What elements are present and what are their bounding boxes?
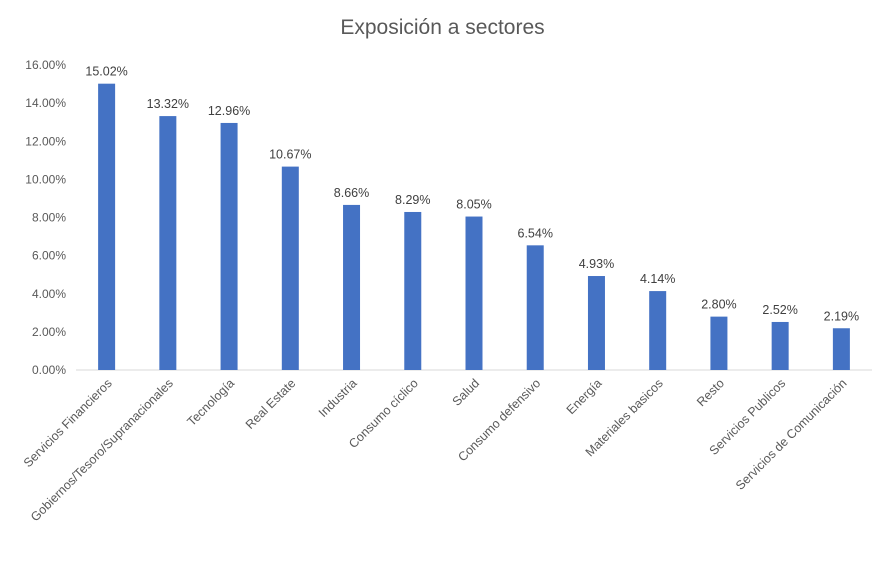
data-label: 8.66% bbox=[334, 186, 369, 200]
x-tick-label: Resto bbox=[694, 376, 727, 409]
data-label: 13.32% bbox=[147, 97, 189, 111]
x-tick-label: Tecnología bbox=[185, 376, 238, 429]
bar bbox=[587, 276, 605, 370]
bar bbox=[98, 83, 116, 371]
x-tick-label: Servicios de Comunicación bbox=[733, 376, 850, 493]
bar bbox=[710, 316, 728, 370]
y-tick-label: 2.00% bbox=[32, 325, 66, 339]
bar bbox=[220, 122, 238, 370]
y-tick-label: 14.00% bbox=[25, 96, 66, 110]
y-tick-label: 12.00% bbox=[25, 134, 66, 148]
bar bbox=[404, 211, 422, 370]
bar bbox=[281, 166, 299, 370]
bar bbox=[526, 245, 544, 370]
x-tick-label: Industria bbox=[316, 376, 360, 420]
x-tick-label: Real Estate bbox=[243, 376, 299, 432]
chart-title: Exposición a sectores bbox=[340, 16, 545, 39]
data-label: 2.80% bbox=[701, 298, 736, 312]
x-tick-label: Energía bbox=[564, 376, 605, 417]
x-tick-label: Salud bbox=[450, 376, 483, 409]
data-label: 6.54% bbox=[518, 226, 553, 240]
y-tick-label: 16.00% bbox=[25, 58, 66, 72]
data-label: 10.67% bbox=[269, 148, 311, 162]
y-tick-label: 10.00% bbox=[25, 172, 66, 186]
data-label: 2.19% bbox=[824, 309, 859, 323]
bar bbox=[159, 116, 177, 371]
data-label: 15.02% bbox=[85, 65, 127, 79]
data-label: 8.29% bbox=[395, 193, 430, 207]
data-label: 4.93% bbox=[579, 257, 614, 271]
bar bbox=[649, 291, 667, 370]
data-label: 2.52% bbox=[762, 303, 797, 317]
data-label: 8.05% bbox=[456, 198, 491, 212]
y-tick-label: 8.00% bbox=[32, 211, 66, 225]
bar bbox=[343, 204, 361, 370]
data-label: 12.96% bbox=[208, 104, 250, 118]
bar bbox=[465, 216, 483, 370]
y-tick-label: 4.00% bbox=[32, 287, 66, 301]
bar bbox=[771, 321, 789, 370]
bar bbox=[832, 328, 850, 370]
y-tick-label: 6.00% bbox=[32, 249, 66, 263]
y-tick-label: 0.00% bbox=[32, 363, 66, 377]
data-label: 4.14% bbox=[640, 272, 675, 286]
